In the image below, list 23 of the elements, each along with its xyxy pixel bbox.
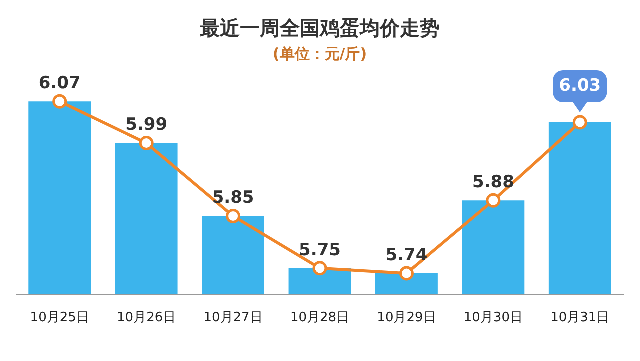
- data-label: 6.07: [38, 74, 81, 94]
- x-tick-label: 10月29日: [377, 310, 436, 326]
- point: [572, 115, 588, 130]
- data-label: 6.03: [559, 76, 602, 96]
- data-label: 5.88: [472, 172, 514, 193]
- data-label: 5.99: [126, 115, 168, 136]
- point: [52, 94, 68, 109]
- chart-subtitle: (单位：元/斤): [272, 44, 368, 63]
- x-tick-label: 10月30日: [464, 310, 523, 326]
- point: [139, 136, 154, 151]
- x-tick-label: 10月28日: [290, 310, 350, 326]
- point: [486, 193, 501, 208]
- point: [312, 261, 328, 276]
- point: [399, 266, 414, 281]
- chart-title: 最近一周全国鸡蛋均价走势: [199, 16, 440, 40]
- data-label: 5.75: [299, 240, 341, 260]
- x-tick-label: 10月26日: [117, 310, 176, 326]
- data-label: 5.85: [212, 188, 254, 208]
- x-tick-label: 10月31日: [550, 310, 610, 326]
- x-tick-label: 10月25日: [30, 310, 90, 326]
- point: [226, 209, 241, 224]
- x-tick-label: 10月27日: [204, 310, 263, 326]
- data-label: 5.74: [386, 245, 428, 266]
